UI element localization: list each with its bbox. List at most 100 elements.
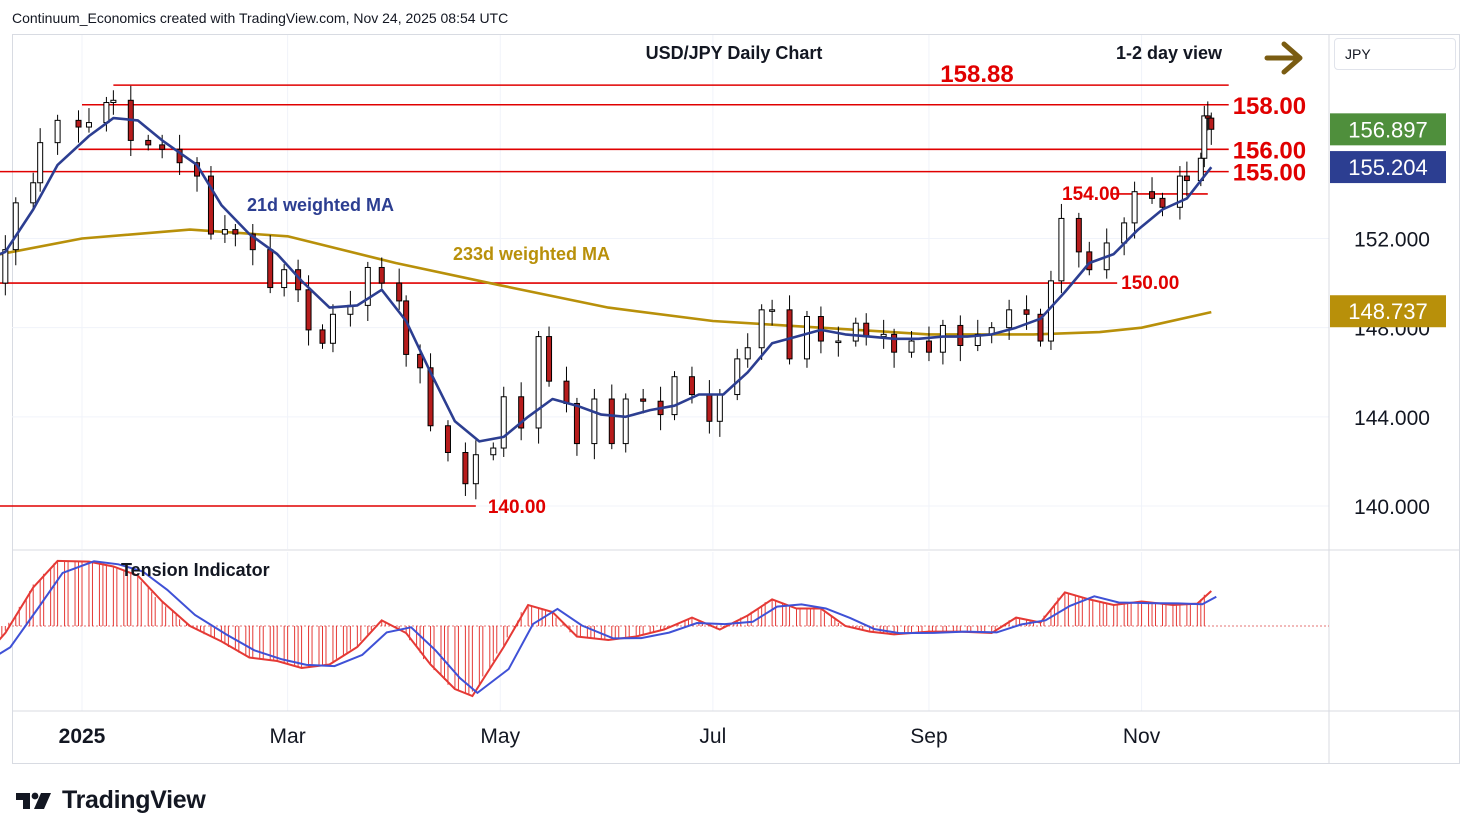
candle-body bbox=[159, 144, 166, 150]
level-label-140.00: 140.00 bbox=[488, 497, 546, 518]
candle-body bbox=[103, 102, 110, 124]
candle-body bbox=[744, 347, 751, 360]
candle-body bbox=[176, 148, 183, 164]
candle-body bbox=[908, 340, 915, 353]
ma233-path bbox=[0, 228, 1212, 336]
x-tick-label-Jul: Jul bbox=[699, 725, 726, 748]
candle-body bbox=[462, 452, 469, 485]
ma233-line bbox=[0, 228, 1212, 336]
axis-labels: 2025 Mar May Jul Sep Nov140.000144.000148.000… bbox=[59, 229, 1430, 749]
symbol-label: JPY bbox=[1345, 46, 1371, 62]
candle-body bbox=[329, 313, 336, 344]
candle-body bbox=[563, 380, 570, 404]
price-tag-last_price bbox=[1330, 113, 1446, 146]
candle-body bbox=[54, 119, 61, 144]
candle-body bbox=[640, 398, 647, 402]
candle-body bbox=[417, 353, 424, 369]
x-tick-label-Nov: Nov bbox=[1123, 725, 1161, 748]
chart-frame bbox=[12, 34, 1460, 764]
candle-body bbox=[939, 324, 946, 353]
candle-body bbox=[835, 340, 842, 344]
candle-body bbox=[249, 233, 256, 251]
candle-body bbox=[444, 425, 451, 453]
price-tag-label-last_price: 156.897 bbox=[1348, 117, 1428, 142]
chart-attribution: Continuum_Economics created with Trading… bbox=[12, 10, 509, 26]
tension-panel bbox=[0, 559, 1329, 698]
level-label-150.00: 150.00 bbox=[1121, 273, 1179, 294]
tradingview-logo[interactable]: TradingView bbox=[14, 786, 206, 815]
level-label-158.88: 158.88 bbox=[940, 61, 1013, 88]
candles bbox=[2, 85, 1215, 500]
candle-body bbox=[364, 266, 371, 306]
candle-body bbox=[622, 398, 629, 445]
candle-body bbox=[518, 396, 525, 429]
candle-body bbox=[427, 367, 434, 427]
candle-body bbox=[490, 447, 497, 456]
level-label-158.00: 158.00 bbox=[1233, 93, 1306, 120]
candle-body bbox=[207, 175, 214, 235]
candle-body bbox=[1075, 217, 1082, 253]
candle-body bbox=[891, 333, 898, 353]
y-tick-label-140.000: 140.000 bbox=[1354, 496, 1430, 519]
y-tick-label-144.000: 144.000 bbox=[1354, 407, 1430, 430]
candle-body bbox=[1131, 191, 1138, 224]
candle-body bbox=[1023, 309, 1030, 315]
candle-body bbox=[110, 99, 117, 104]
arrow-right-icon bbox=[1264, 41, 1303, 75]
tension-indicator-label: Tension Indicator bbox=[121, 560, 270, 580]
candle-body bbox=[1176, 175, 1183, 208]
candle-body bbox=[145, 139, 152, 146]
candle-body bbox=[734, 358, 741, 396]
x-tick-label-Mar: Mar bbox=[270, 725, 306, 748]
tradingview-brand-text: TradingView bbox=[62, 786, 206, 814]
tradingview-logo-icon bbox=[16, 792, 51, 809]
candle-body bbox=[706, 394, 713, 422]
tension-signal-line bbox=[0, 560, 1217, 695]
candle-body bbox=[852, 322, 859, 342]
level-label-156.00: 156.00 bbox=[1233, 137, 1306, 164]
price-tag-21d_ma bbox=[1330, 151, 1446, 184]
candle-body bbox=[546, 336, 553, 382]
price-tag-label-233d_ma: 148.737 bbox=[1348, 299, 1428, 324]
candle-body bbox=[1058, 217, 1065, 282]
ma21-path bbox=[0, 116, 1213, 443]
candle-body bbox=[305, 289, 312, 331]
candle-body bbox=[1201, 115, 1208, 159]
x-tick-label-2025: 2025 bbox=[59, 725, 106, 748]
candle-body bbox=[925, 340, 932, 353]
x-tick-label-May: May bbox=[480, 725, 520, 748]
candle-body bbox=[221, 229, 228, 235]
candle-body bbox=[472, 454, 479, 485]
candle-body bbox=[232, 229, 239, 235]
level-label-154.00: 154.00 bbox=[1062, 184, 1120, 205]
candle-body bbox=[688, 376, 695, 396]
candle-body bbox=[880, 333, 887, 338]
candle-body bbox=[75, 119, 82, 128]
candle-body bbox=[591, 398, 598, 445]
ma21-annotation: 21d weighted MA bbox=[247, 195, 394, 215]
candle-body bbox=[30, 182, 37, 204]
candle-body bbox=[267, 249, 274, 289]
candle-body bbox=[281, 269, 288, 289]
candle-body bbox=[671, 376, 678, 416]
chart-title: USD/JPY Daily Chart bbox=[646, 43, 823, 63]
symbol-box[interactable]: JPY bbox=[1334, 38, 1456, 70]
candle-body bbox=[1183, 175, 1190, 182]
view-label: 1-2 day view bbox=[1116, 43, 1223, 63]
candle-body bbox=[1208, 117, 1215, 130]
candle-body bbox=[378, 266, 385, 284]
candle-body bbox=[758, 309, 765, 349]
candle-body bbox=[1149, 191, 1156, 199]
candle-body bbox=[396, 282, 403, 302]
candle-body bbox=[1037, 313, 1044, 342]
level-label-155.00: 155.00 bbox=[1233, 160, 1306, 187]
candle-body bbox=[608, 398, 615, 445]
price-tag-label-21d_ma: 155.204 bbox=[1348, 155, 1428, 180]
candle-body bbox=[37, 142, 44, 184]
ma21-line bbox=[0, 116, 1213, 443]
candle-body bbox=[1121, 222, 1128, 244]
candle-body bbox=[1204, 115, 1211, 119]
candle-body bbox=[2, 249, 9, 284]
